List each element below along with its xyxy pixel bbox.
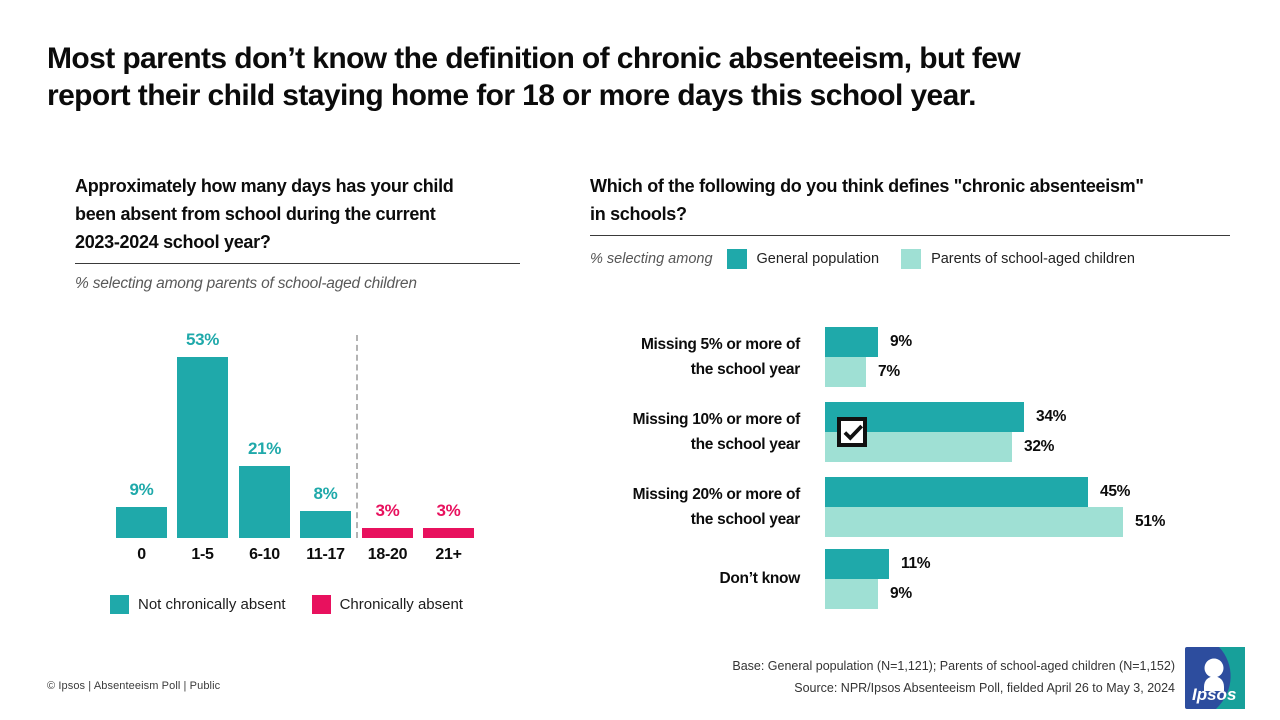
bar-value-label: 3% [436,501,461,520]
bar [825,549,889,579]
category-label: 18-20 [367,546,408,563]
correct-answer-checkbox [837,417,867,447]
question-line: Which of the following do you think defi… [590,176,1144,196]
bar [116,507,167,538]
bar [825,357,866,387]
bar-value-label: 9% [890,585,912,602]
slide-title-line1: Most parents don’t know the definition o… [47,42,1021,75]
days-absent-subtitle: % selecting among parents of school-aged… [75,275,417,292]
definition-panel: Which of the following do you think defi… [590,172,1230,269]
row-label: Missing 20% or more of the school year [632,486,801,528]
question-line: Approximately how many days has your chi… [75,176,454,196]
bar [825,579,878,609]
category-label: 11-17 [306,546,345,563]
checkmark-icon [843,424,863,441]
row-label: Missing 10% or more of the school year [632,411,801,453]
category-label: 1-5 [191,546,214,563]
base-source-note: Base: General population (N=1,121); Pare… [732,655,1175,699]
bar-value-label: 32% [1024,438,1055,455]
category-label: 21+ [435,546,462,563]
legend-item-not-chronic: Not chronically absent [110,595,286,614]
bar [362,528,413,538]
legend-label: Parents of school-aged children [931,251,1135,267]
row-label: Don’t know [719,570,800,587]
ipsos-logo: Ipsos [1185,647,1245,709]
bar-value-label: 45% [1100,483,1131,500]
chronic-threshold-divider [356,335,358,538]
bar-value-label: 11% [901,555,931,572]
bar [423,528,474,538]
parents-swatch [901,249,922,269]
row-label: Missing 5% or more of the school year [640,336,800,378]
days-absent-chart: 9% 0 53% 1-5 21% 6-10 8% 11-17 3% 18-20 3% 21+ [116,330,478,580]
definition-chart: Missing 5% or more of the school year 9% 7%… [590,320,1280,620]
question-line: been absent from school during the curre… [75,204,436,224]
legend-prefix: % selecting among [590,251,713,267]
bar-value-label: 53% [185,330,220,349]
bar [177,357,228,538]
bar [825,507,1123,537]
chronic-swatch [311,595,331,614]
category-label: 0 [137,546,146,563]
bar-value-label: 51% [1135,513,1166,530]
question-line: in schools? [590,204,687,224]
legend-item-chronic: Chronically absent [311,595,463,614]
copyright-text: © Ipsos | Absenteeism Poll | Public [47,680,221,692]
bar-value-label: 21% [247,439,282,458]
legend-label: Chronically absent [339,596,463,613]
bar-value-label: 7% [878,363,900,380]
bar [239,466,290,538]
bar-value-label: 34% [1036,408,1067,425]
bar-value-label: 8% [313,484,338,503]
bar-value-label: 9% [890,333,912,350]
general-population-swatch [726,249,747,269]
bar [825,477,1088,507]
base-note: Base: General population (N=1,121); Pare… [732,659,1175,673]
legend-label: Not chronically absent [138,596,286,613]
bar-value-label: 9% [129,480,154,499]
days-absent-question: Approximately how many days has your chi… [75,172,520,256]
right-title-rule [590,235,1230,236]
bar-value-label: 3% [375,501,400,520]
left-title-rule [75,263,520,264]
definition-legend: % selecting among General population Par… [590,249,1230,269]
bar [825,327,878,357]
not-chronic-swatch [110,595,129,614]
slide-title-line2: report their child staying home for 18 o… [47,79,976,112]
legend-label: General population [756,251,880,267]
question-line: 2023-2024 school year? [75,232,271,252]
slide-title: Most parents don’t know the definition o… [47,40,1242,114]
ipsos-logo-text: Ipsos [1192,685,1236,704]
days-absent-legend: Not chronically absent Chronically absen… [110,595,463,614]
category-label: 6-10 [249,546,280,563]
days-absent-panel: Approximately how many days has your chi… [75,172,520,293]
definition-question: Which of the following do you think defi… [590,172,1230,228]
bar [300,511,351,538]
source-note: Source: NPR/Ipsos Absenteeism Poll, fiel… [794,681,1175,695]
